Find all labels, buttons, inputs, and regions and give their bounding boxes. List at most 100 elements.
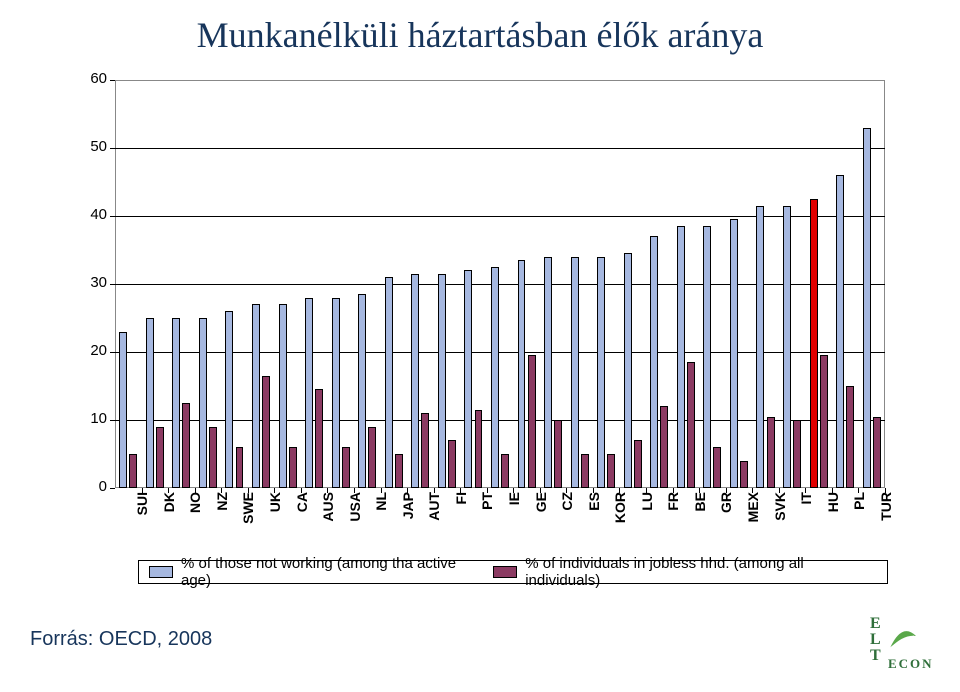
bar-series1 [624,253,632,488]
bar-series1 [836,175,844,488]
bar-series2 [156,427,164,488]
bar-series1 [279,304,287,488]
x-tick-label: CZ [559,492,575,534]
bar-series2 [820,355,828,488]
bar-series2 [554,420,562,488]
bar-series1 [385,277,393,488]
x-tick-label: AUT [426,492,442,534]
x-tick-label: BE [692,492,708,534]
bar-series1 [810,199,818,488]
bar-series1 [730,219,738,488]
eltecon-logo: ELTECON [870,616,940,674]
bar-series1 [146,318,154,488]
bar-series1 [119,332,127,488]
bar-series2 [475,410,483,488]
bar-series2 [873,417,881,488]
bar-series1 [172,318,180,488]
bar-series2 [634,440,642,488]
chart-legend: % of those not working (among tha active… [138,560,888,584]
bar-series1 [305,298,313,488]
bar-series1 [544,257,552,488]
y-tick-label: 40 [71,206,107,223]
legend-swatch [493,566,517,578]
x-tick-label: FI [453,492,469,534]
x-tick-label: PL [851,492,867,534]
y-tick-label: 20 [71,342,107,359]
x-tick-label: DK [161,492,177,534]
bar-series2 [767,417,775,488]
bar-series1 [358,294,366,488]
y-tick-label: 30 [71,274,107,291]
legend-swatch [149,566,173,578]
y-tick-label: 60 [71,70,107,87]
x-tick-label: IE [506,492,522,534]
bar-series1 [518,260,526,488]
bar-series1 [438,274,446,488]
bar-series2 [713,447,721,488]
legend-label: % of those not working (among tha active… [181,555,485,589]
bar-series2 [342,447,350,488]
x-tick-label: NZ [214,492,230,534]
bar-series2 [236,447,244,488]
bar-series2 [421,413,429,488]
x-tick-label: NO [187,492,203,534]
x-tick-label: FR [665,492,681,534]
x-tick-label: CA [294,492,310,534]
x-tick-label: MEX [745,492,761,534]
source-text: Forrás: OECD, 2008 [30,628,212,651]
x-tick-label: SVK [772,492,788,534]
bar-series2 [793,420,801,488]
bar-series2 [448,440,456,488]
bar-series2 [846,386,854,488]
bar-series1 [225,311,233,488]
page-title: Munkanélküli háztartásban élők aránya [0,14,960,56]
y-tick-label: 50 [71,138,107,155]
x-tick-label: LU [639,492,655,534]
bar-series2 [395,454,403,488]
bar-series1 [783,206,791,488]
bar-series2 [262,376,270,488]
y-tick-label: 0 [71,478,107,495]
x-tick-label: GE [533,492,549,534]
x-tick-label: KOR [612,492,628,534]
bar-series2 [740,461,748,488]
x-tick-label: JAP [400,492,416,534]
bar-series1 [252,304,260,488]
x-tick-label: IT [798,492,814,534]
x-tick-label: ES [586,492,602,534]
bar-series2 [315,389,323,488]
bar-series1 [199,318,207,488]
x-tick-label: HU [825,492,841,534]
x-tick-label: SWE [240,492,256,534]
bar-series1 [756,206,764,488]
bar-series1 [863,128,871,488]
legend-label: % of individuals in jobless hhd. (among … [525,555,877,589]
x-tick-label: NL [373,492,389,534]
bar-series1 [491,267,499,488]
x-tick-label: PT [479,492,495,534]
bar-series2 [209,427,217,488]
x-tick-label: UK [267,492,283,534]
bar-series1 [411,274,419,488]
x-tick-label: GR [718,492,734,534]
bar-series1 [571,257,579,488]
bar-series2 [368,427,376,488]
bar-series2 [289,447,297,488]
gridline [115,216,885,217]
x-tick-label: TUR [878,492,894,534]
bar-series1 [650,236,658,488]
bar-series1 [464,270,472,488]
y-tick-label: 10 [71,410,107,427]
bar-series1 [677,226,685,488]
bar-series2 [528,355,536,488]
bar-series2 [501,454,509,488]
x-tick-label: AUS [320,492,336,534]
bar-series2 [607,454,615,488]
bar-series1 [703,226,711,488]
gridline [115,284,885,285]
bar-series2 [660,406,668,488]
gridline [115,148,885,149]
bar-series1 [332,298,340,488]
bar-series2 [129,454,137,488]
x-tick-label: SUI [134,492,150,534]
